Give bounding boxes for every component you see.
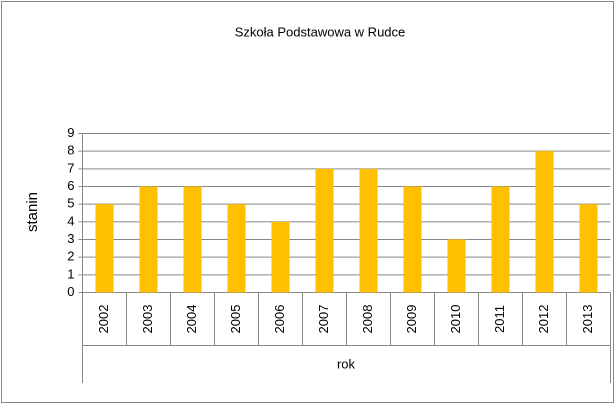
bar bbox=[271, 221, 290, 293]
x-tick-label: 2012 bbox=[536, 305, 551, 334]
y-tick-label: 0 bbox=[67, 284, 74, 299]
x-tick-label: 2011 bbox=[492, 305, 507, 333]
y-tick-label: 3 bbox=[67, 231, 74, 246]
y-tick-label: 5 bbox=[67, 196, 74, 211]
x-tick-label: 2005 bbox=[228, 305, 243, 334]
y-tick-label: 6 bbox=[67, 178, 74, 193]
bar bbox=[491, 186, 510, 293]
x-tick-label: 2004 bbox=[184, 305, 199, 334]
x-tick-label: 2010 bbox=[448, 305, 463, 334]
y-axis-label: stanin bbox=[24, 192, 41, 232]
x-tick-label: 2009 bbox=[404, 305, 419, 334]
y-tick-label: 2 bbox=[67, 249, 74, 264]
x-tick-label: 2013 bbox=[580, 305, 595, 334]
x-tick-label: 2003 bbox=[140, 305, 155, 334]
y-tick-label: 9 bbox=[67, 125, 74, 140]
y-tick-label: 8 bbox=[67, 143, 74, 158]
x-tick-label: 2002 bbox=[96, 305, 111, 334]
x-tick-label: 2007 bbox=[316, 305, 331, 334]
y-tick-label: 7 bbox=[67, 160, 74, 175]
y-tick-label: 1 bbox=[67, 266, 74, 281]
bar bbox=[447, 239, 466, 293]
x-axis-label: rok bbox=[337, 356, 356, 371]
bar bbox=[403, 186, 422, 293]
bar bbox=[315, 168, 334, 293]
x-tick-label: 2006 bbox=[272, 305, 287, 334]
chart-title: Szkoła Podstawowa w Rudce bbox=[235, 24, 406, 39]
x-tick-label: 2008 bbox=[360, 305, 375, 334]
bar bbox=[227, 204, 246, 293]
bar bbox=[139, 186, 158, 293]
bar bbox=[95, 204, 114, 293]
y-tick-label: 4 bbox=[67, 213, 74, 228]
bar bbox=[359, 168, 378, 293]
bar bbox=[535, 151, 554, 293]
bar bbox=[579, 204, 598, 293]
bar bbox=[183, 186, 202, 293]
